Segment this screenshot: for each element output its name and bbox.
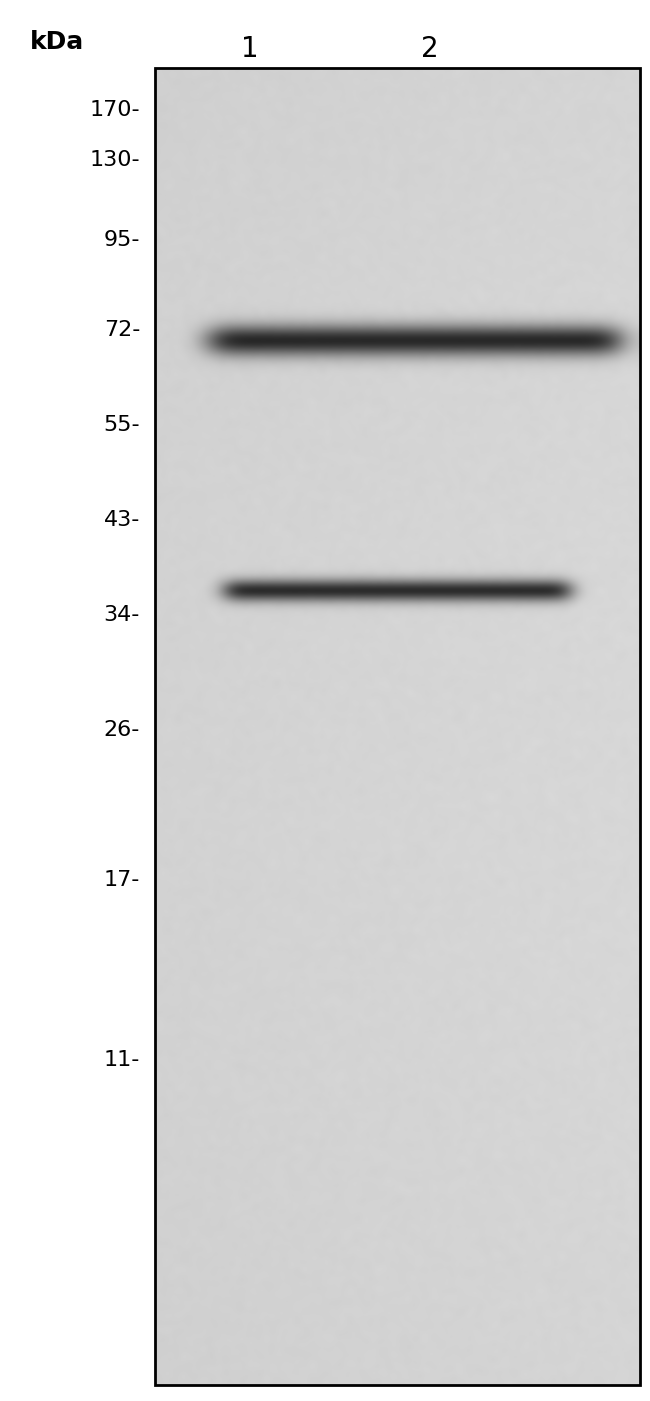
Text: 130-: 130- bbox=[90, 150, 140, 170]
Text: 55-: 55- bbox=[103, 415, 140, 434]
Text: 34-: 34- bbox=[103, 605, 140, 625]
Text: 95-: 95- bbox=[103, 230, 140, 249]
Text: 26-: 26- bbox=[103, 720, 140, 740]
Text: 43-: 43- bbox=[103, 510, 140, 530]
Text: 1: 1 bbox=[241, 35, 259, 63]
Text: 72-: 72- bbox=[103, 319, 140, 340]
Text: kDa: kDa bbox=[30, 29, 84, 55]
Text: 17-: 17- bbox=[103, 870, 140, 890]
Bar bbox=[155, 69, 640, 1386]
Text: 170-: 170- bbox=[90, 99, 140, 120]
Text: 11-: 11- bbox=[103, 1049, 140, 1070]
Text: 2: 2 bbox=[421, 35, 439, 63]
